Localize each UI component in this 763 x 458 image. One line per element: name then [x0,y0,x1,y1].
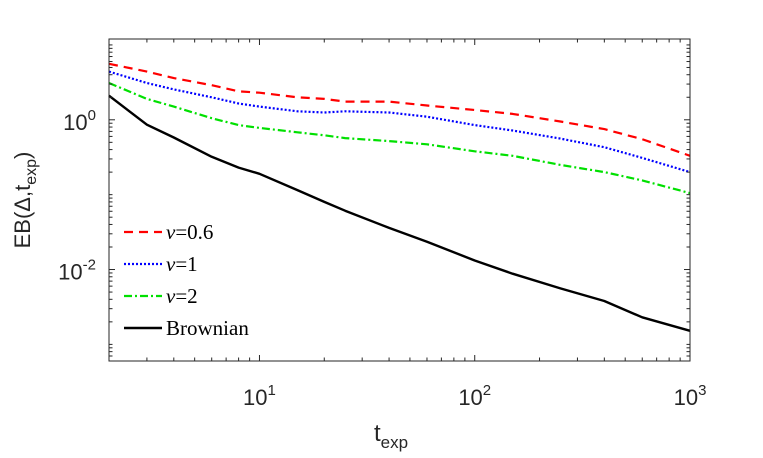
legend-label: ν=1 [166,252,198,276]
tick-layer: 101 102 103 100 10-2 [58,39,706,410]
legend-label: Brownian [166,316,249,340]
y-tick-label: 100 [63,107,96,135]
legend: ν=0.6 ν=1 ν=2 Brownian [124,220,249,340]
x-tick-label: 102 [458,382,491,410]
series-line-2 [108,81,691,195]
y-axis-label: EB(Δ,texp) [10,152,40,249]
plot-area-frame [108,38,691,362]
legend-label: ν=2 [166,284,198,308]
x-tick-label: 103 [674,382,707,410]
legend-label: ν=0.6 [166,220,213,244]
series-layer [108,62,691,332]
series-line-1 [108,70,691,174]
x-axis-label: texp [374,420,408,452]
x-tick-label: 101 [243,382,276,410]
series-line-brownian [108,94,691,332]
series-line-0-6 [108,62,691,157]
y-tick-label: 10-2 [58,257,96,285]
